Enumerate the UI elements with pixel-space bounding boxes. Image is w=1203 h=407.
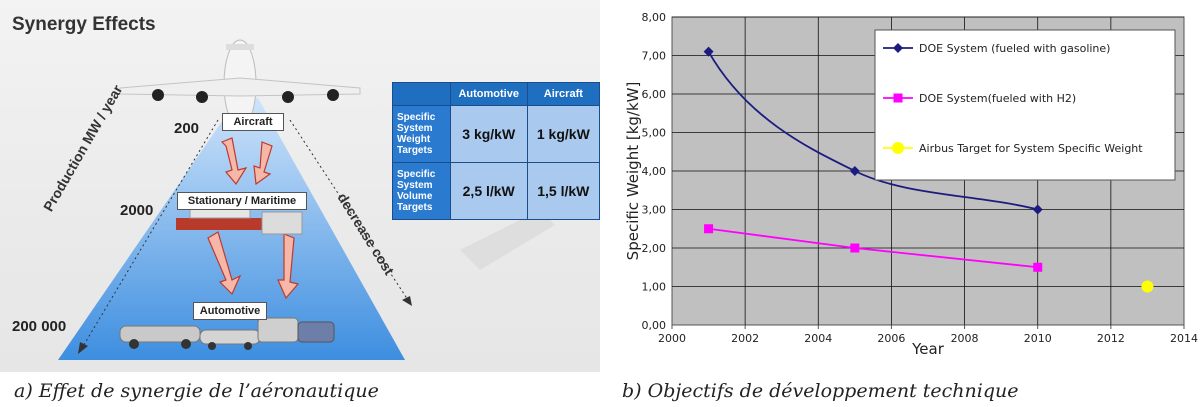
volume-aircraft: 200 xyxy=(174,120,200,137)
y-tick-label: 3,00 xyxy=(642,204,667,217)
aircraft-level-label: Aircraft xyxy=(222,113,284,131)
synergy-figure: Synergy Effects xyxy=(0,0,601,372)
data-point xyxy=(1033,262,1043,272)
background-plane-shape xyxy=(460,210,555,270)
legend-label: Airbus Target for System Specific Weight xyxy=(919,142,1143,155)
cost-arrow-head xyxy=(402,296,412,306)
y-tick-label: 6,00 xyxy=(642,88,667,101)
x-tick-label: 2006 xyxy=(877,332,905,345)
y-tick-label: 0,00 xyxy=(642,319,667,332)
caption-a: a) Effet de synergie de l’aéronautique xyxy=(14,380,379,402)
production-arrow-head xyxy=(78,342,88,354)
y-tick-label: 4,00 xyxy=(642,165,667,178)
series-2 xyxy=(1141,280,1154,293)
table-cell: 3 kg/kW xyxy=(449,105,528,163)
y-tick-label: 8,00 xyxy=(642,11,667,24)
x-tick-label: 2014 xyxy=(1170,332,1198,345)
caption-b: b) Objectifs de développement technique xyxy=(622,380,1019,402)
data-point xyxy=(704,224,714,234)
y-tick-label: 7,00 xyxy=(642,50,667,63)
x-tick-label: 2002 xyxy=(731,332,759,345)
y-tick-label: 1,00 xyxy=(642,281,667,294)
data-point xyxy=(1141,280,1154,293)
x-tick-label: 2004 xyxy=(804,332,832,345)
table-cell: 1 kg/kW xyxy=(526,105,601,163)
data-point xyxy=(849,166,860,176)
specific-weight-chart: 0,00 1,00 2,00 3,00 4,00 5,00 6,00 7,00 8,00 2000… xyxy=(624,11,1198,358)
table-cell: 2,5 l/kW xyxy=(449,162,528,220)
series-1 xyxy=(704,224,1043,272)
cars-icon xyxy=(119,317,335,350)
table-cell: 1,5 l/kW xyxy=(526,162,601,220)
table-header-aircraft: Aircraft xyxy=(526,82,601,106)
synergy-arrows xyxy=(207,137,300,300)
table-header-empty xyxy=(392,82,451,106)
cost-arrow xyxy=(289,119,409,301)
production-arrow xyxy=(81,119,219,349)
synergy-targets-table: Automotive Aircraft Specific System Weig… xyxy=(392,82,601,220)
legend-marker xyxy=(893,93,903,103)
table-header-automotive: Automotive xyxy=(449,82,528,106)
data-point xyxy=(850,243,860,253)
airplane-icon xyxy=(119,39,361,129)
volume-automotive: 200 000 xyxy=(12,318,67,335)
data-point xyxy=(1032,204,1043,215)
x-tick-label: 2012 xyxy=(1097,332,1125,345)
y-tick-label: 5,00 xyxy=(642,127,667,140)
table-row-label: Specific System Weight Targets xyxy=(392,105,451,163)
x-tick-label: 2010 xyxy=(1024,332,1052,345)
table-row-label: Specific System Volume Targets xyxy=(392,162,451,220)
x-tick-label: 2000 xyxy=(658,332,686,345)
stationary-level-label: Stationary / Maritime xyxy=(177,192,307,210)
x-tick-label: 2008 xyxy=(951,332,979,345)
legend-label: DOE System(fueled with H2) xyxy=(919,92,1076,105)
table-row: Specific System Volume Targets 2,5 l/kW … xyxy=(392,162,601,220)
y-axis-title: Specific Weight [kg/kW] xyxy=(624,82,642,261)
y-tick-label: 2,00 xyxy=(642,242,667,255)
automotive-level-label: Automotive xyxy=(193,302,267,320)
legend-marker xyxy=(892,142,904,154)
figure-title: Synergy Effects xyxy=(12,14,156,35)
legend-box xyxy=(874,29,1176,181)
x-axis-title: Year xyxy=(911,340,945,358)
legend-label: DOE System (fueled with gasoline) xyxy=(919,42,1110,55)
table-row: Specific System Weight Targets 3 kg/kW 1… xyxy=(392,105,601,163)
volume-stationary: 2000 xyxy=(120,202,154,219)
legend-marker xyxy=(893,43,903,53)
data-point xyxy=(703,46,714,57)
series-0 xyxy=(703,46,1043,215)
